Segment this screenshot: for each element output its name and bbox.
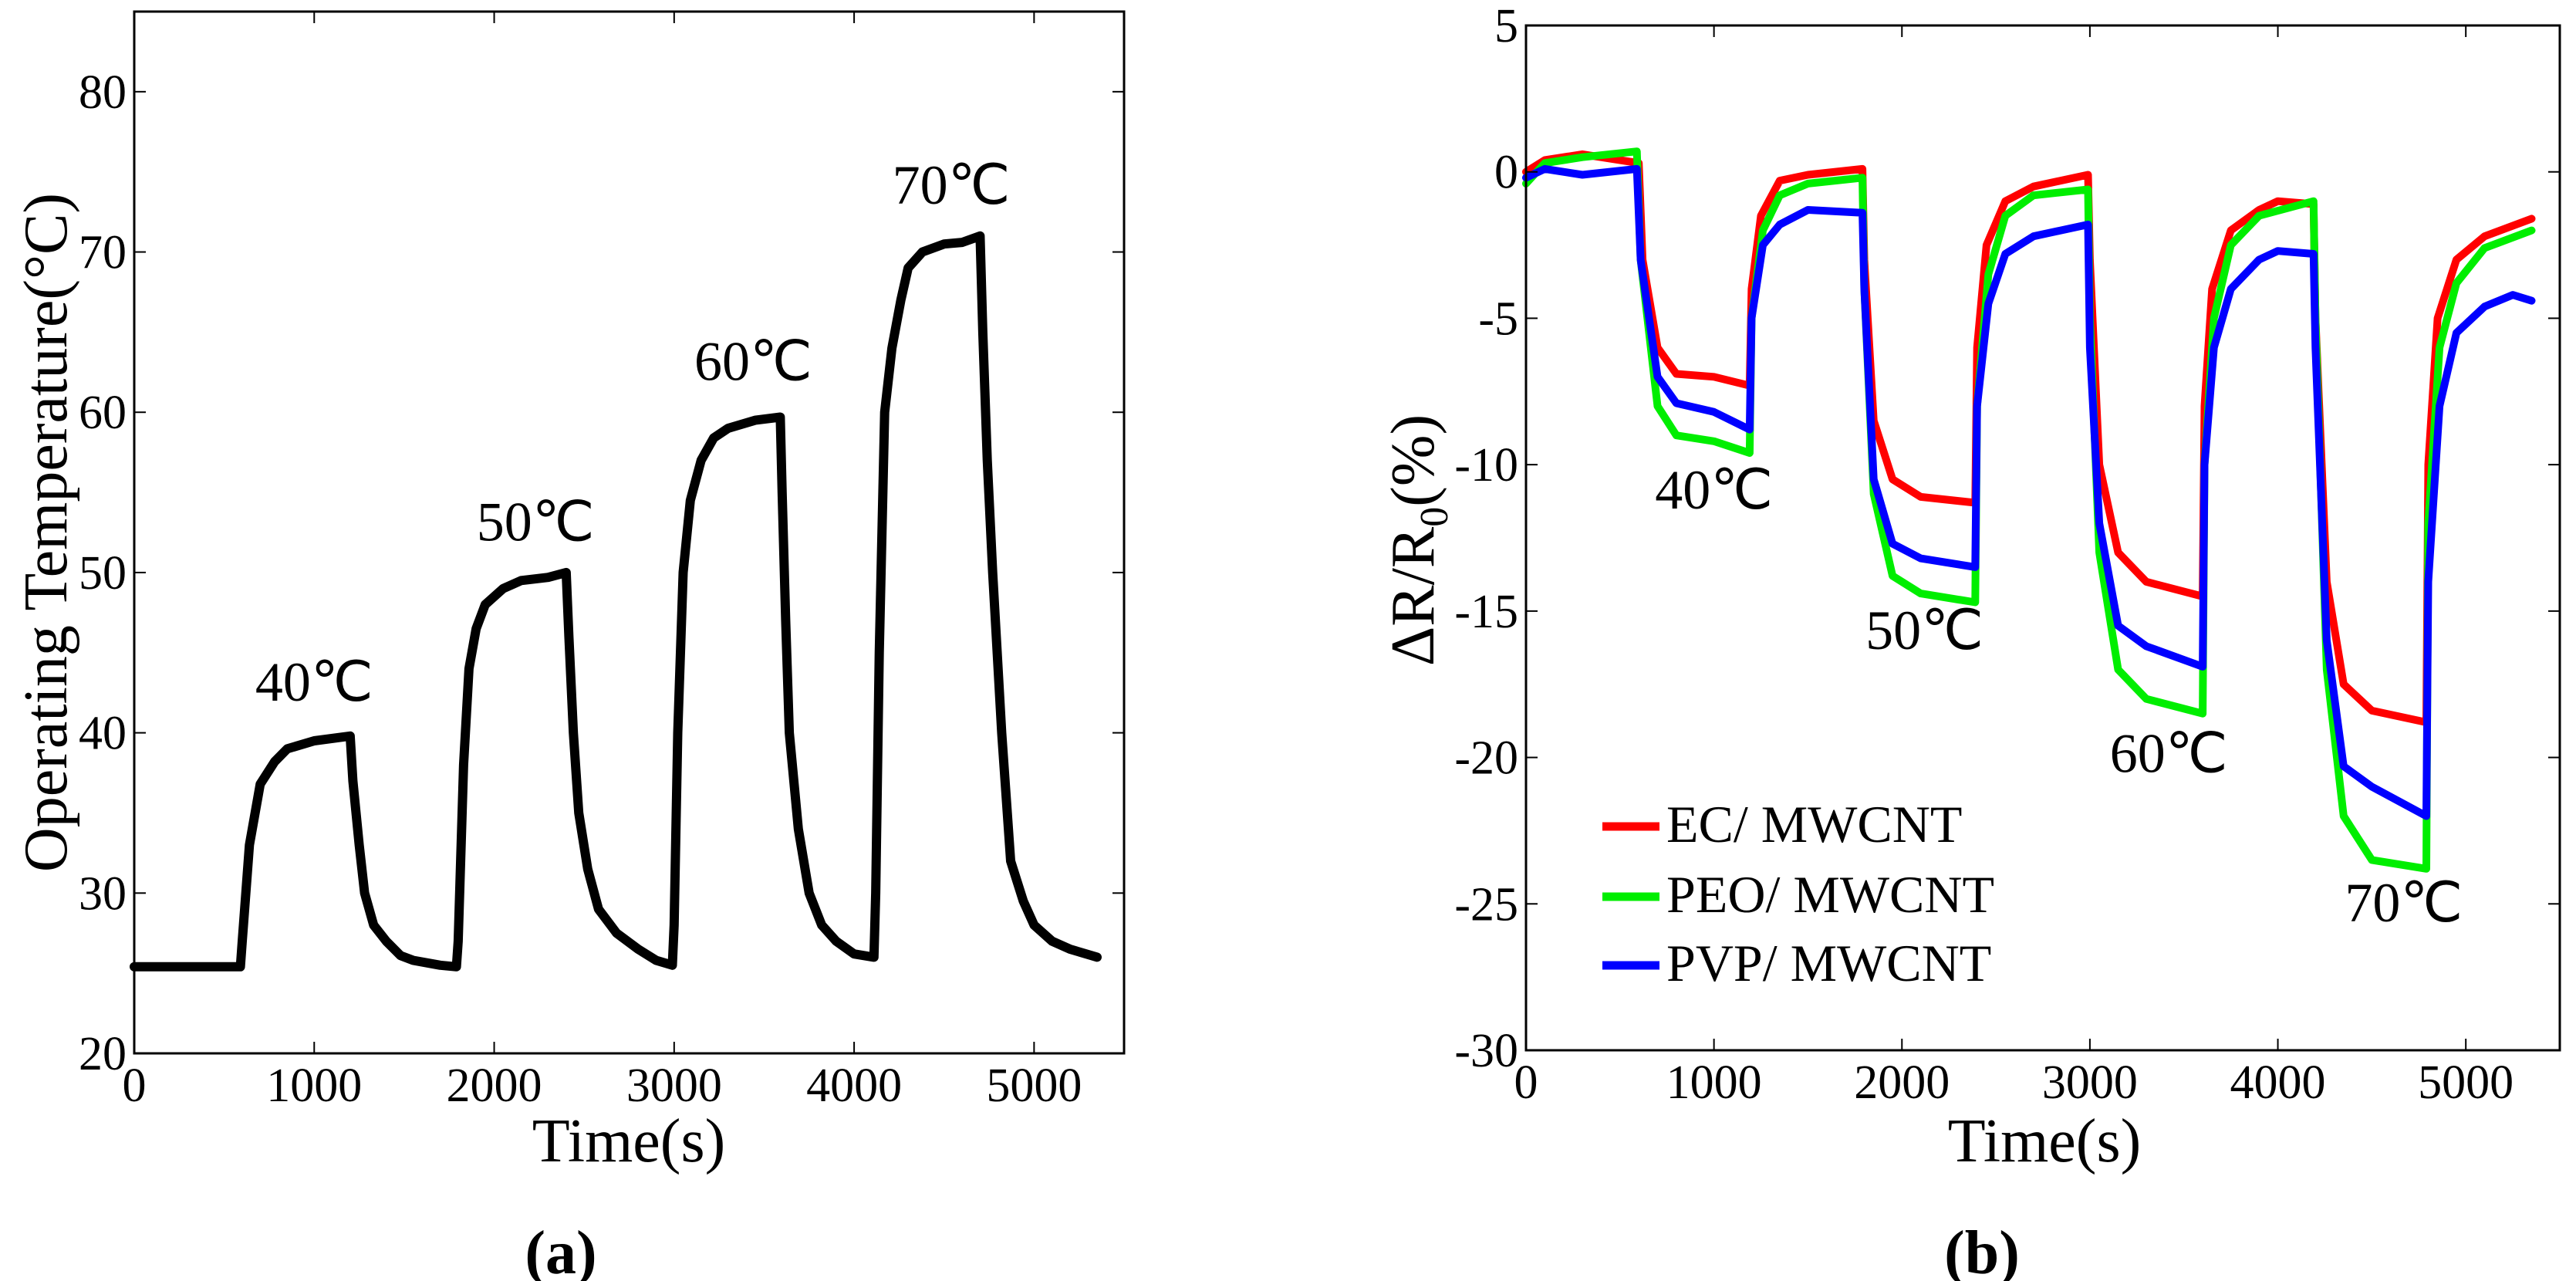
y-axis-label-main: Operating Temperature(°C) [12, 193, 80, 872]
y-axis-label-subscript: 0 [1413, 507, 1457, 527]
temperature-annotation: 60℃ [694, 331, 812, 393]
y-axis-label-main: ΔR/R [1379, 526, 1447, 666]
y-tick-label: -10 [1454, 439, 1518, 492]
series-line-1 [1522, 147, 2536, 873]
x-axis-label: Time(s) [1948, 1107, 2141, 1175]
x-tick-label: 4000 [806, 1060, 902, 1112]
temperature-annotation: 60℃ [2110, 723, 2228, 785]
y-tick-label: 60 [79, 387, 127, 439]
x-tick-label: 5000 [2418, 1056, 2514, 1109]
y-tick-label: -15 [1454, 586, 1518, 638]
y-tick-label: 30 [79, 867, 127, 920]
y-tick-label: 40 [79, 708, 127, 760]
temperature-annotation: 70℃ [2345, 872, 2463, 934]
x-tick-label: 1000 [266, 1060, 362, 1112]
y-tick-label: -30 [1454, 1025, 1518, 1077]
temperature-annotation: 50℃ [1865, 600, 1983, 661]
y-axis-label: Operating Temperature(°C) [12, 193, 80, 872]
x-tick-label: 3000 [626, 1060, 722, 1112]
x-tick-label: 1000 [1666, 1056, 1762, 1109]
x-tick-label: 4000 [2230, 1056, 2326, 1109]
y-tick-label: 5 [1494, 0, 1518, 52]
chart-panel-b: 0 1000 2000 3000 4000 5000 -30 -25 -20 -15 -10 -5 0 5… [1379, 0, 2561, 1281]
y-tick-label: -25 [1454, 878, 1518, 931]
x-tick-label: 0 [1514, 1056, 1538, 1109]
y-tick-label: 80 [79, 66, 127, 119]
series-line-0 [1522, 150, 2536, 726]
x-tick-label: 2000 [1854, 1056, 1950, 1109]
x-tick-label: 2000 [447, 1060, 542, 1112]
temperature-annotation: 50℃ [477, 491, 595, 553]
y-tick-label: 0 [1494, 147, 1518, 199]
y-axis-label-suffix: (%) [1379, 414, 1447, 507]
x-axis-label: Time(s) [532, 1107, 725, 1175]
legend-label: PEO/ MWCNT [1666, 865, 1994, 924]
panel-label: (b) [1944, 1219, 2020, 1281]
y-tick-label: 50 [79, 547, 127, 600]
temperature-annotation: 70℃ [893, 154, 1011, 216]
chart-panel-a: 0 1000 2000 3000 4000 5000 20 30 40 50 60 70 80 Time(… [12, 10, 1126, 1281]
series-line-0 [130, 231, 1102, 972]
legend: EC/ MWCNT PEO/ MWCNT PVP/ MWCNT [1602, 795, 1994, 992]
series-line-2 [1522, 164, 2536, 820]
y-tick-label: -20 [1454, 732, 1518, 785]
panel-label: (a) [525, 1219, 596, 1281]
temperature-annotation: 40℃ [255, 651, 373, 713]
y-axis-label: ΔR/R0(%) [1379, 414, 1457, 666]
y-tick-label: 70 [79, 227, 127, 279]
x-tick-label: 3000 [2042, 1056, 2138, 1109]
x-tick-label: 5000 [986, 1060, 1082, 1112]
legend-label: EC/ MWCNT [1666, 795, 1962, 853]
x-tick-label: 0 [123, 1060, 147, 1112]
axes-frame [1524, 24, 2561, 1052]
axes-frame [133, 10, 1126, 1055]
legend-label: PVP/ MWCNT [1666, 934, 1991, 992]
y-tick-label: 20 [79, 1028, 127, 1080]
temperature-annotation: 40℃ [1655, 459, 1773, 521]
y-tick-label: -5 [1478, 292, 1518, 345]
